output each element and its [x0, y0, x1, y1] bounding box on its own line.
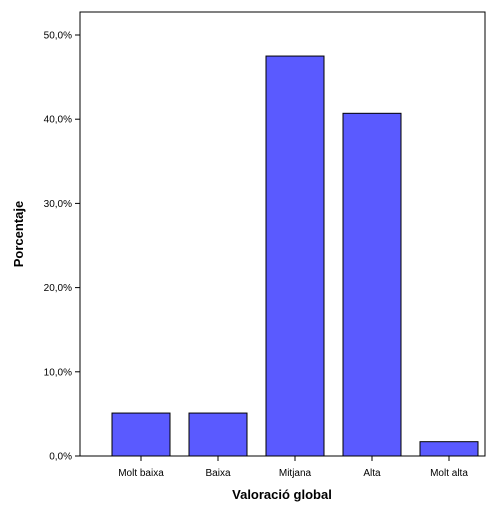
x-tick-label: Molt alta	[430, 468, 468, 479]
bar-molt-baixa	[111, 412, 171, 457]
y-axis-title: Porcentaje	[11, 201, 26, 267]
bar-baixa	[188, 412, 248, 457]
y-tick-label: 50,0%	[44, 31, 72, 42]
y-tick-label: 30,0%	[44, 199, 72, 210]
y-tick-label: 40,0%	[44, 115, 72, 126]
bar-alta	[342, 112, 402, 457]
y-axis: 0,0% 10,0% 20,0% 30,0% 40,0% 50,0%	[44, 31, 80, 463]
x-tick-label: Baixa	[205, 468, 230, 479]
bar-mitjana	[265, 55, 325, 457]
y-tick-label: 20,0%	[44, 283, 72, 294]
bars-group	[111, 55, 479, 457]
x-axis: Molt baixa Baixa Mitjana Alta Molt alta	[118, 456, 468, 479]
x-tick-label: Mitjana	[279, 468, 312, 479]
bar-molt-alta	[419, 441, 479, 457]
x-tick-label: Alta	[363, 468, 381, 479]
y-tick-label: 10,0%	[44, 367, 72, 378]
y-tick-label: 0,0%	[49, 452, 72, 463]
x-tick-label: Molt baixa	[118, 468, 164, 479]
x-axis-title: Valoració global	[232, 487, 332, 502]
